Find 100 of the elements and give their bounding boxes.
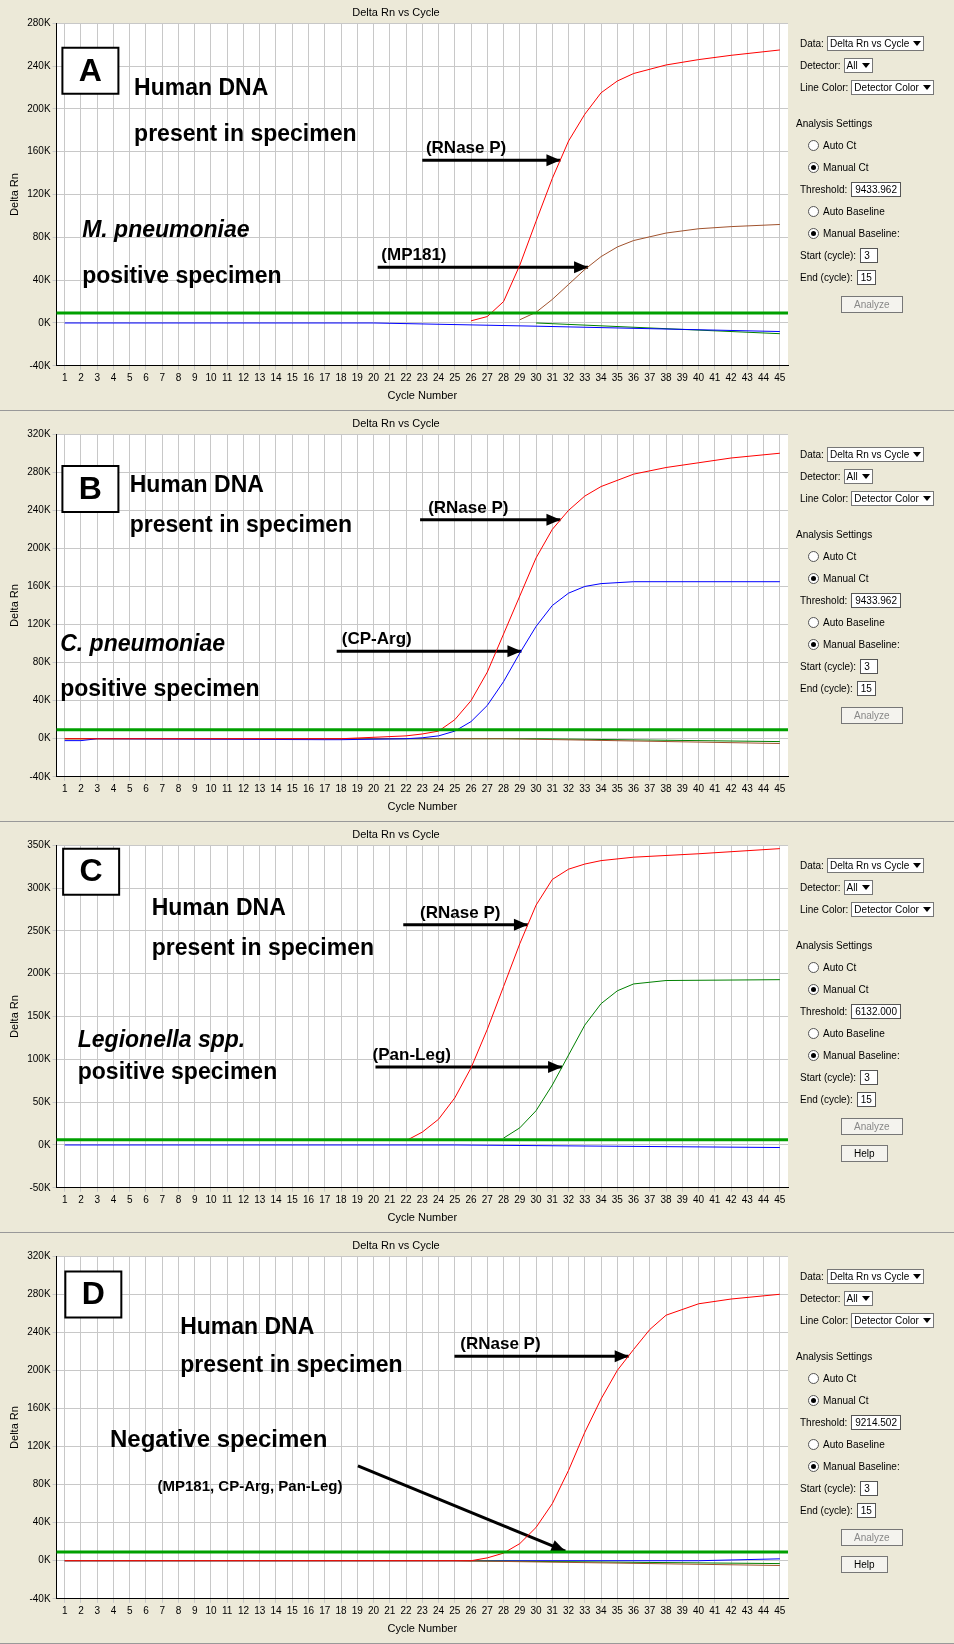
x-tick-label: 16 (302, 782, 315, 794)
x-tick-label: 15 (286, 782, 299, 794)
text: Detector: (800, 1292, 841, 1304)
y-tick-label: 200K (27, 967, 51, 979)
x-tick-label: 24 (432, 782, 445, 794)
x-tick-label: 31 (546, 371, 559, 383)
text: Auto Ct (823, 139, 857, 151)
text: Threshold: (800, 1416, 848, 1428)
x-tick-label: 44 (758, 371, 770, 383)
annotation: (CP-Arg) (341, 629, 412, 649)
x-tick-label: 39 (676, 782, 689, 794)
annotation: (MP181, CP-Arg, Pan-Leg) (157, 1477, 343, 1495)
x-tick-label: 17 (319, 1193, 331, 1205)
chart-title: Delta Rn vs Cycle (352, 416, 440, 429)
y-tick-label: 120K (27, 1440, 51, 1452)
y-tick-label: 320K (27, 427, 51, 439)
x-tick-label: 8 (175, 1193, 182, 1205)
x-tick-label: 26 (465, 782, 478, 794)
x-tick-label: 13 (254, 782, 266, 794)
text: 3 (860, 1069, 879, 1085)
x-tick-label: 28 (497, 1193, 510, 1205)
x-tick-label: 42 (725, 782, 738, 794)
x-tick-label: 8 (175, 371, 182, 383)
annotation: positive specimen (77, 1057, 278, 1084)
text: 3 (860, 658, 879, 674)
x-tick-label: 19 (351, 371, 364, 383)
x-tick-label: 25 (449, 1604, 461, 1616)
y-tick-label: -40K (29, 359, 51, 371)
text: Data: (800, 1270, 824, 1282)
x-axis-title: Cycle Number (387, 1622, 458, 1635)
text: 9433.962 (851, 592, 901, 608)
x-tick-label: 29 (514, 782, 526, 794)
text: Auto Baseline (823, 1027, 885, 1039)
x-tick-label: 41 (709, 371, 721, 383)
x-tick-label: 17 (319, 371, 331, 383)
y-tick-label: 280K (27, 466, 51, 478)
x-tick-label: 9 (191, 782, 198, 794)
y-axis-title: Delta Rn (7, 995, 20, 1038)
text: Analyze (841, 296, 903, 313)
x-tick-label: 40 (693, 1604, 705, 1616)
x-tick-label: 10 (205, 371, 217, 383)
y-tick-label: 0K (38, 316, 51, 328)
text: 6132.000 (851, 1003, 901, 1019)
x-tick-label: 5 (126, 1193, 133, 1205)
text: Detector: (800, 59, 841, 71)
text: 15 (856, 269, 876, 285)
x-tick-label: 12 (237, 1604, 250, 1616)
text: Line Color: (800, 1314, 849, 1326)
annotation: present in specimen (151, 934, 375, 961)
y-tick-label: 0K (38, 1138, 51, 1150)
x-tick-label: 32 (563, 782, 575, 794)
text: Threshold: (800, 1005, 848, 1017)
x-tick-label: 32 (563, 371, 575, 383)
x-tick-label: 11 (222, 782, 233, 794)
y-tick-label: 280K (27, 1288, 51, 1300)
x-tick-label: 33 (579, 371, 591, 383)
text: 9214.502 (851, 1414, 901, 1430)
x-tick-label: 40 (693, 782, 705, 794)
x-tick-label: 13 (254, 1604, 266, 1616)
x-tick-label: 42 (725, 371, 738, 383)
x-tick-label: 37 (644, 371, 656, 383)
text: Analysis Settings (796, 117, 873, 129)
x-tick-label: 40 (693, 1193, 705, 1205)
y-axis-title: Delta Rn (7, 1406, 20, 1449)
x-tick-label: 43 (741, 1193, 754, 1205)
x-tick-label: 15 (286, 371, 299, 383)
annotation: C (79, 852, 103, 889)
text: Line Color: (800, 903, 849, 915)
text: Analyze (841, 1529, 903, 1546)
x-tick-label: 17 (319, 1604, 331, 1616)
y-tick-label: 120K (27, 618, 51, 630)
text: Line Color: (800, 492, 849, 504)
y-tick-label: 250K (27, 924, 51, 936)
x-tick-label: 12 (237, 1193, 250, 1205)
x-tick-label: 31 (546, 782, 559, 794)
text: Delta Rn vs Cycle (829, 448, 910, 460)
x-tick-label: 5 (126, 371, 133, 383)
text: Line Color: (800, 81, 849, 93)
x-tick-label: 7 (159, 1604, 166, 1616)
x-tick-label: 15 (286, 1193, 299, 1205)
x-tick-label: 35 (611, 1604, 624, 1616)
x-tick-label: 29 (514, 371, 526, 383)
x-tick-label: 32 (563, 1604, 575, 1616)
x-tick-label: 43 (741, 1604, 754, 1616)
x-tick-label: 24 (432, 1604, 445, 1616)
x-tick-label: 1 (61, 1193, 68, 1205)
x-tick-label: 33 (579, 1604, 591, 1616)
x-tick-label: 16 (302, 1193, 315, 1205)
y-tick-label: -40K (29, 770, 51, 782)
text: Help (841, 1145, 888, 1162)
chart-title: Delta Rn vs Cycle (352, 827, 440, 840)
text: 9433.962 (851, 181, 901, 197)
annotation: M. pneumoniae (82, 216, 250, 243)
annotation: Human DNA (134, 73, 269, 100)
x-tick-label: 44 (758, 1604, 770, 1616)
x-tick-label: 2 (78, 1193, 85, 1205)
text: Manual Baseline: (823, 227, 900, 239)
annotation: Human DNA (180, 1312, 315, 1339)
annotation: (MP181) (381, 245, 447, 265)
x-tick-label: 30 (530, 1193, 543, 1205)
